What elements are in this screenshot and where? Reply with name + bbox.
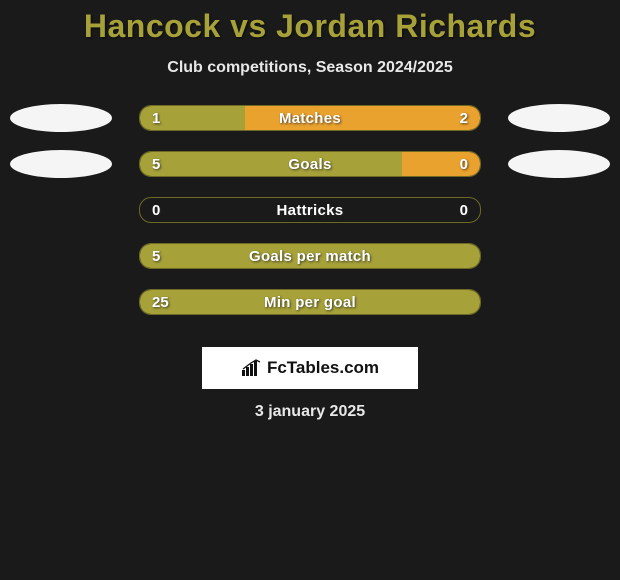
player1-team-avatar xyxy=(10,150,112,178)
page-title: Hancock vs Jordan Richards xyxy=(0,8,620,45)
fctables-logo[interactable]: FcTables.com xyxy=(202,347,418,389)
metric-bar: 25 Min per goal xyxy=(139,289,481,315)
player2-team-avatar xyxy=(508,150,610,178)
metric-row: 1 2 Matches xyxy=(0,105,620,151)
right-value: 0 xyxy=(460,152,468,177)
metric-label: Hattricks xyxy=(277,198,344,223)
metric-label: Goals per match xyxy=(249,244,371,269)
left-value: 5 xyxy=(152,244,160,269)
bar-chart-icon xyxy=(241,359,263,377)
metric-bar: 0 0 Hattricks xyxy=(139,197,481,223)
metric-label: Goals xyxy=(288,152,331,177)
metric-row: 5 Goals per match xyxy=(0,243,620,289)
logo-text: FcTables.com xyxy=(267,358,379,378)
subtitle: Club competitions, Season 2024/2025 xyxy=(0,59,620,77)
generation-date: 3 january 2025 xyxy=(0,403,620,421)
left-value: 25 xyxy=(152,290,169,315)
comparison-card: Hancock vs Jordan Richards Club competit… xyxy=(0,0,620,421)
bar-left-fill xyxy=(140,152,402,176)
player2-avatar xyxy=(508,104,610,132)
right-value: 0 xyxy=(460,198,468,223)
left-value: 0 xyxy=(152,198,160,223)
left-value: 5 xyxy=(152,152,160,177)
metric-label: Matches xyxy=(279,106,341,131)
player1-avatar xyxy=(10,104,112,132)
right-value: 2 xyxy=(460,106,468,131)
bar-right-fill xyxy=(402,152,480,176)
metric-label: Min per goal xyxy=(264,290,356,315)
metric-rows: 1 2 Matches 5 0 Goals 0 0 Hattricks 5 Goals per ma… xyxy=(0,105,620,335)
metric-row: 25 Min per goal xyxy=(0,289,620,335)
metric-bar: 1 2 Matches xyxy=(139,105,481,131)
metric-row: 0 0 Hattricks xyxy=(0,197,620,243)
metric-bar: 5 0 Goals xyxy=(139,151,481,177)
metric-row: 5 0 Goals xyxy=(0,151,620,197)
metric-bar: 5 Goals per match xyxy=(139,243,481,269)
left-value: 1 xyxy=(152,106,160,131)
